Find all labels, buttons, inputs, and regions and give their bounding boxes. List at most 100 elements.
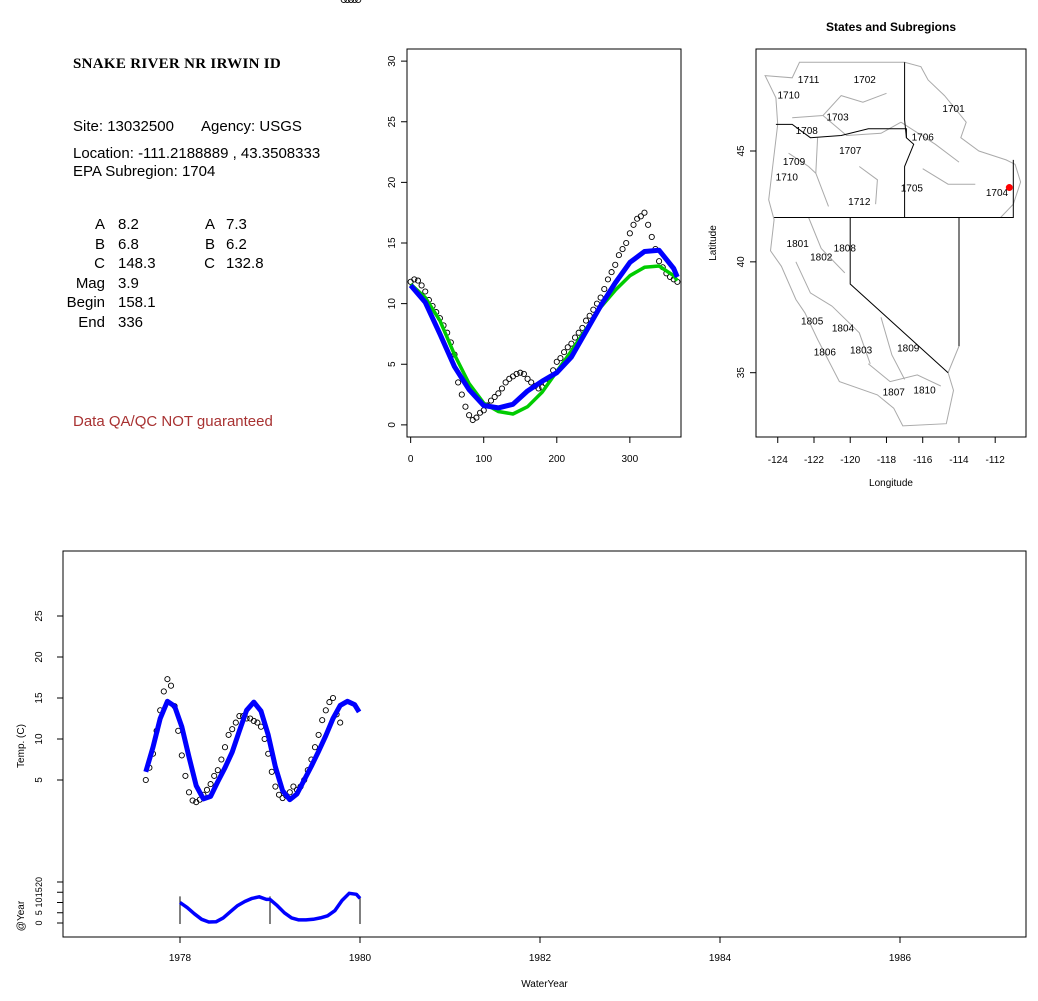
seasonal-point-22	[487, 397, 495, 404]
seasonal-point-66	[648, 233, 655, 240]
seasonal-point-30	[517, 369, 524, 376]
timeseries-ylabel: Temp. (C)	[16, 724, 27, 768]
map-region-label-20: 1808	[834, 244, 857, 255]
seasonal-x-tick-label-3: 300	[622, 454, 639, 465]
timeseries-point-48	[315, 731, 322, 738]
seasonal-x-tick-label-2: 200	[548, 454, 565, 465]
timeseries-x-tick-label-3: 1984	[709, 953, 732, 964]
param-left-value-4: 158.1	[118, 294, 156, 311]
timeseries-point-35	[268, 768, 275, 775]
seasonal-point-25	[498, 385, 506, 392]
timeseries-y-tick-label-3: 20	[34, 651, 45, 663]
map-region-boundary-4	[900, 121, 960, 163]
timeseries-point-55	[340, 0, 347, 4]
location-label: Location:	[73, 145, 134, 162]
seasonal-point-46	[575, 329, 582, 336]
seasonal-point-44	[568, 340, 575, 347]
seasonal-point-13	[455, 379, 462, 386]
agency-value: USGS	[259, 118, 302, 135]
timeseries-point-0	[142, 776, 149, 784]
site-id: 13032500	[107, 118, 174, 135]
map-x-tick-label-2: -120	[840, 455, 860, 466]
param-right-label-1: B	[204, 235, 215, 253]
timeseries-point-24	[229, 726, 236, 733]
map-region-boundary-1	[822, 115, 902, 137]
map-y-tick-label-1: 40	[736, 256, 747, 268]
param-left-value-1: 6.8	[118, 235, 139, 253]
map-region-label-4: 1705	[901, 184, 924, 195]
timeseries-plot-frame	[62, 550, 1027, 938]
seasonal-point-33	[528, 379, 535, 386]
map-region-label-11: 1711	[798, 75, 820, 86]
annual-y-tick-label-1: 5	[34, 910, 44, 915]
map-region-label-9: 1710	[776, 173, 799, 184]
seasonal-point-56	[612, 261, 619, 268]
seasonal-point-59	[623, 239, 630, 247]
map-region-boundary-3	[859, 166, 878, 205]
map-region-label-2: 1703	[826, 113, 849, 124]
map-x-tick-label-4: -116	[913, 455, 933, 466]
seasonal-point-26	[502, 379, 509, 386]
timeseries-point-56	[344, 0, 351, 4]
seasonal-point-63	[637, 213, 644, 220]
timeseries-y-tick-label-0: 5	[34, 777, 45, 783]
seasonal-point-15	[462, 403, 469, 410]
subregion-value: 1704	[181, 163, 216, 180]
seasonal-point-23	[491, 393, 498, 401]
seasonal-point-40	[553, 358, 560, 365]
seasonal-point-68	[656, 258, 663, 265]
map-region-boundary-8	[831, 305, 871, 364]
subregion-label: EPA Subregion:	[73, 163, 178, 180]
param-right-label-0: A	[204, 216, 215, 233]
timeseries-point-7	[167, 682, 175, 689]
location-value: -111.2188889 , 43.3508333	[138, 145, 321, 162]
map-site-marker	[1005, 184, 1013, 192]
map-region-label-7: 1708	[796, 126, 819, 137]
timeseries-point-17	[203, 786, 211, 793]
map-state-line-5	[959, 159, 1014, 218]
map-region-label-18: 1806	[814, 348, 837, 359]
location-line: Location: -111.2188889 , 43.3508333	[73, 145, 320, 162]
timeseries-y-tick-label-1: 10	[34, 733, 45, 745]
timeseries-point-6	[164, 676, 171, 683]
map-region-label-16: 1804	[832, 323, 855, 334]
seasonal-point-45	[572, 334, 579, 341]
timeseries-y-tick-label-2: 15	[34, 692, 45, 704]
map-region-boundary-0	[792, 92, 887, 119]
map-region-boundary-5	[922, 168, 976, 185]
timeseries-point-52	[329, 694, 337, 702]
subregion-line: EPA Subregion: 1704	[73, 163, 215, 180]
seasonal-point-32	[524, 375, 531, 382]
seasonal-point-58	[619, 246, 626, 253]
qa-note: Data QA/QC NOT guaranteed	[73, 413, 273, 430]
param-left-label-1: B	[94, 235, 105, 253]
timeseries-point-57	[347, 0, 355, 4]
timeseries-point-36	[272, 783, 279, 790]
timeseries-point-21	[218, 756, 225, 763]
map-state-line-3	[849, 217, 949, 374]
seasonal-point-24	[495, 390, 502, 397]
seasonal-point-64	[641, 209, 648, 216]
param-left-label-5: End	[78, 313, 105, 331]
site-line: Site: 13032500	[73, 118, 174, 135]
map-region-boundary-11	[788, 152, 817, 174]
timeseries-point-51	[326, 699, 333, 706]
map-x-tick-label-6: -112	[986, 455, 1006, 466]
map-region-label-17: 1805	[801, 317, 824, 328]
timeseries-x-tick-label-2: 1982	[529, 953, 552, 964]
param-left-label-4: Begin	[66, 294, 105, 311]
map-region-label-3: 1704	[986, 188, 1009, 199]
timeseries-point-5	[160, 688, 167, 695]
agency-line: Agency: USGS	[201, 118, 302, 135]
param-right-value-1: 6.2	[226, 235, 247, 253]
timeseries-point-41	[290, 783, 297, 790]
map-x-tick-label-5: -114	[949, 455, 969, 466]
timeseries-point-12	[185, 789, 193, 796]
map-ylabel: Latitude	[708, 225, 719, 261]
seasonal-x-tick-label-1: 100	[475, 454, 492, 465]
param-right-value-0: 7.3	[226, 216, 247, 233]
timeseries-point-37	[275, 791, 283, 798]
map-x-tick-label-3: -118	[877, 455, 897, 466]
agency-label: Agency:	[201, 118, 256, 135]
map-region-label-6: 1707	[839, 146, 862, 157]
